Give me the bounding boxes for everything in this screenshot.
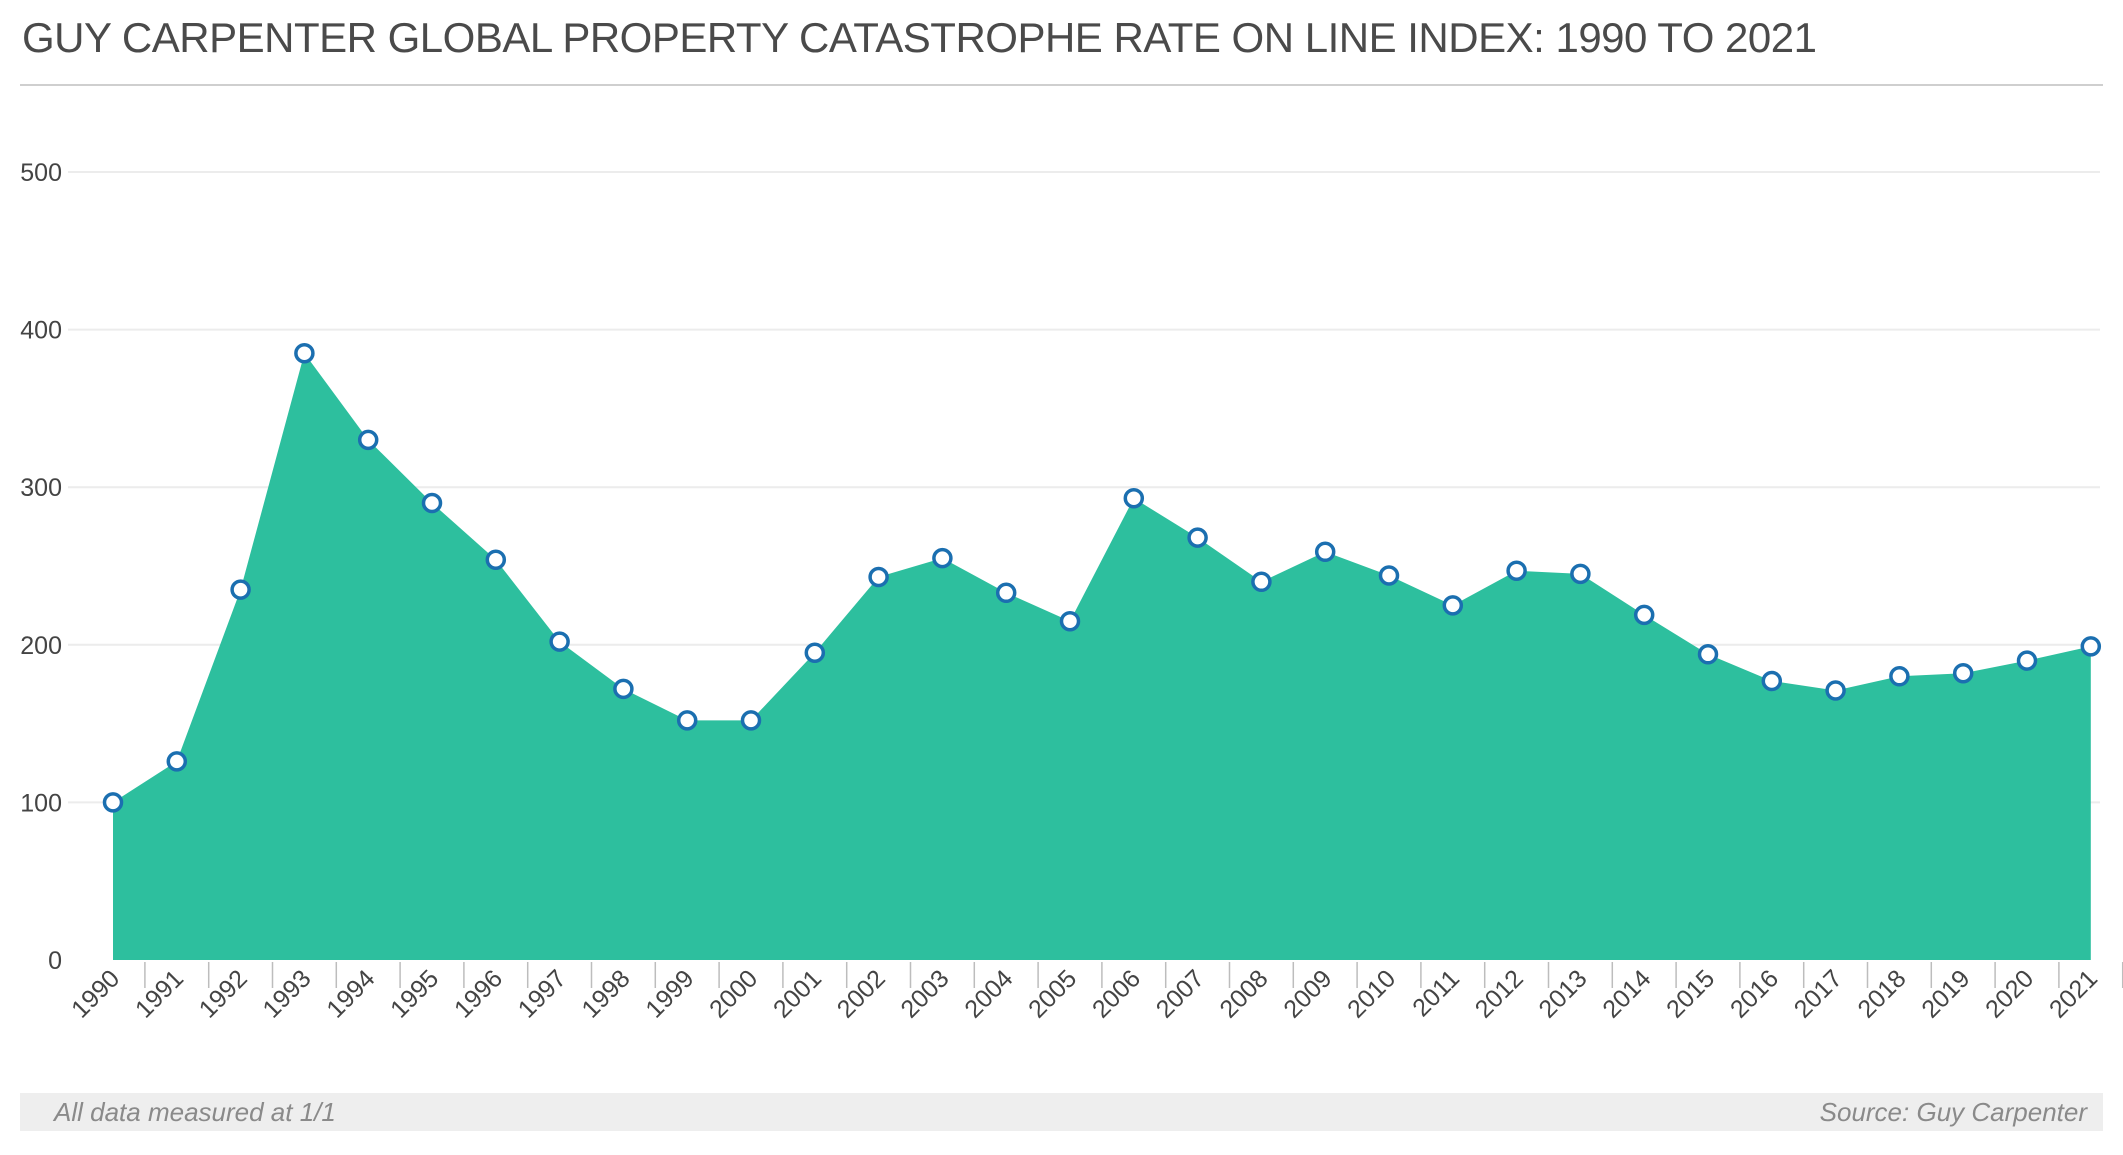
x-tick-label: 2003	[896, 964, 955, 1023]
y-tick-label: 400	[20, 317, 62, 345]
data-point-2019	[1952, 662, 1974, 684]
x-tick-label: 1992	[194, 964, 253, 1023]
data-point-2003	[932, 547, 953, 569]
data-point-1993	[294, 342, 315, 364]
data-point-2007	[1187, 527, 1208, 548]
x-tick-label: 2016	[1725, 964, 1784, 1023]
data-point-2005	[1059, 610, 1081, 632]
data-point-2016	[1761, 670, 1783, 692]
footer-source: Source: Guy Carpenter	[1819, 1097, 2087, 1127]
x-tick-label: 1991	[130, 964, 189, 1023]
x-tick-label: 1990	[66, 964, 125, 1023]
x-tick-label: 1995	[385, 964, 444, 1023]
data-point-2006	[1123, 487, 1145, 509]
x-tick-label: 1993	[258, 964, 317, 1023]
x-tick-label: 2004	[959, 964, 1018, 1023]
title-divider	[20, 84, 2103, 86]
data-point-1994	[357, 429, 379, 451]
x-tick-label: 1998	[577, 964, 636, 1023]
data-point-1996	[485, 549, 507, 570]
x-tick-label: 2010	[1342, 964, 1401, 1023]
data-point-2020	[2016, 650, 2038, 671]
y-tick-label: 200	[20, 632, 62, 660]
data-point-2018	[1889, 666, 1910, 687]
data-point-2015	[1697, 644, 1719, 665]
data-point-2013	[1570, 563, 1591, 585]
data-point-1990	[102, 792, 124, 813]
chart-title: GUY CARPENTER GLOBAL PROPERTY CATASTROPH…	[22, 14, 1817, 61]
data-point-2021	[2080, 636, 2102, 657]
data-point-1997	[549, 631, 570, 652]
x-tick-label: 2020	[1980, 964, 2039, 1023]
data-point-1992	[230, 579, 251, 600]
data-point-2002	[868, 566, 889, 588]
x-tick-label: 2012	[1470, 964, 1529, 1023]
data-point-2004	[995, 582, 1017, 604]
data-point-2011	[1442, 595, 1464, 616]
x-tick-label: 2007	[1151, 964, 1210, 1023]
x-tick-label: 1997	[513, 964, 572, 1023]
x-tick-label: 2008	[1215, 964, 1274, 1023]
x-tick-label: 2015	[1661, 964, 1720, 1023]
y-tick-label: 300	[20, 474, 62, 502]
x-tick-label: 2009	[1278, 964, 1337, 1023]
area-layer	[113, 353, 2091, 960]
x-tick-label: 2014	[1597, 964, 1656, 1023]
data-point-1998	[613, 678, 634, 700]
x-tick-label: 1996	[449, 964, 508, 1023]
x-tick-label: 2000	[704, 964, 763, 1023]
x-tick-label: 2013	[1534, 964, 1593, 1023]
data-point-2001	[804, 642, 826, 663]
x-tick-label: 1994	[321, 964, 380, 1023]
x-tick-label: 2017	[1789, 964, 1848, 1023]
data-point-2017	[1825, 680, 1846, 701]
x-tick-label: 2019	[1916, 964, 1975, 1023]
x-tick-label: 2002	[832, 964, 891, 1023]
footer-note: All data measured at 1/1	[54, 1097, 336, 1127]
x-tick-label: 1999	[640, 964, 699, 1023]
data-point-2009	[1314, 541, 1336, 563]
x-tick-label: 2011	[1407, 964, 1465, 1022]
data-point-2010	[1378, 565, 1400, 586]
data-point-1991	[166, 751, 188, 772]
footer-bar: All data measured at 1/1 Source: Guy Car…	[20, 1093, 2103, 1131]
y-tick-label: 500	[20, 159, 62, 187]
x-tick-label: 2005	[1023, 964, 1082, 1023]
data-point-1999	[676, 710, 698, 731]
data-point-2008	[1251, 571, 1272, 593]
data-point-2000	[740, 710, 762, 731]
x-tick-label: 2018	[1853, 964, 1912, 1023]
x-tick-label: 2021	[2044, 964, 2103, 1023]
y-tick-label: 100	[20, 789, 62, 817]
x-axis: 1990 1991 1992 1993 1994 1995 1996 1997 1998 1999…	[66, 962, 2123, 1024]
data-point-2014	[1633, 604, 1655, 626]
point-layer	[102, 342, 2102, 813]
data-point-2012	[1506, 560, 1527, 581]
area-series	[113, 353, 2091, 960]
y-tick-label: 0	[48, 947, 62, 975]
data-point-1995	[421, 492, 443, 514]
y-axis: 0 100 200 300 400 500	[20, 159, 62, 975]
x-tick-label: 2006	[1087, 964, 1146, 1023]
x-tick-label: 2001	[768, 964, 827, 1023]
